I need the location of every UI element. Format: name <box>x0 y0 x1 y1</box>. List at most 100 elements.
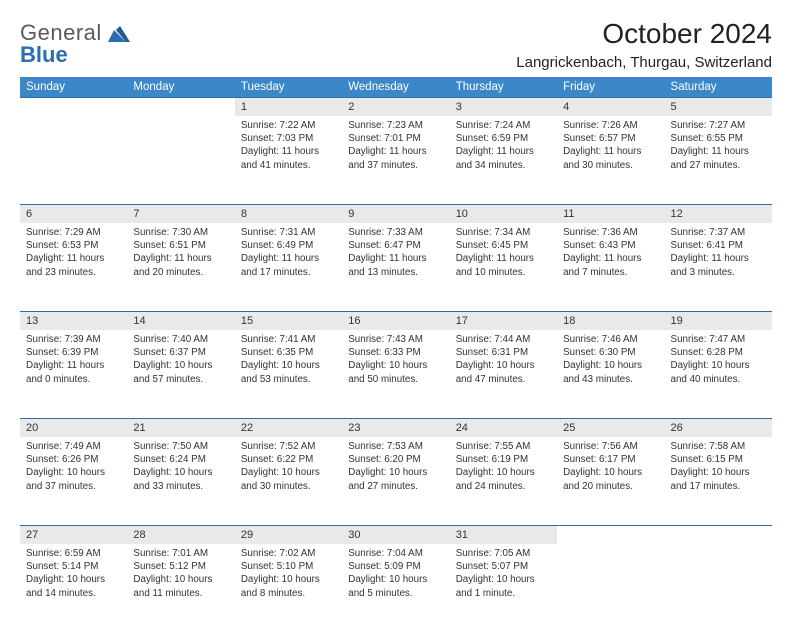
daylight-line: Daylight: 11 hours and 34 minutes. <box>456 145 551 171</box>
sunrise-line: Sunrise: 7:39 AM <box>26 333 121 346</box>
daylight-line: Daylight: 10 hours and 47 minutes. <box>456 359 551 385</box>
day-cell: Sunrise: 7:34 AMSunset: 6:45 PMDaylight:… <box>450 223 557 285</box>
day-cell: Sunrise: 7:36 AMSunset: 6:43 PMDaylight:… <box>557 223 664 285</box>
day-cell: Sunrise: 7:24 AMSunset: 6:59 PMDaylight:… <box>450 116 557 178</box>
day-cell: Sunrise: 7:27 AMSunset: 6:55 PMDaylight:… <box>665 116 772 178</box>
week-content-row: Sunrise: 6:59 AMSunset: 5:14 PMDaylight:… <box>20 544 772 632</box>
daylight-line: Daylight: 11 hours and 10 minutes. <box>456 252 551 278</box>
day-number: 23 <box>342 418 449 437</box>
day-number: 10 <box>450 204 557 223</box>
day-header: Wednesday <box>342 77 449 97</box>
logo: General Blue <box>20 18 130 66</box>
day-number: 19 <box>665 311 772 330</box>
daylight-line: Daylight: 10 hours and 8 minutes. <box>241 573 336 599</box>
sunset-line: Sunset: 6:43 PM <box>563 239 658 252</box>
day-cell: Sunrise: 7:52 AMSunset: 6:22 PMDaylight:… <box>235 437 342 499</box>
day-cell: Sunrise: 7:23 AMSunset: 7:01 PMDaylight:… <box>342 116 449 178</box>
day-header: Thursday <box>450 77 557 97</box>
week-daynum-row: 13141516171819 <box>20 311 772 330</box>
daylight-line: Daylight: 10 hours and 33 minutes. <box>133 466 228 492</box>
day-number: 17 <box>450 311 557 330</box>
day-number: 20 <box>20 418 127 437</box>
daylight-line: Daylight: 10 hours and 50 minutes. <box>348 359 443 385</box>
day-number: 12 <box>665 204 772 223</box>
day-header: Saturday <box>665 77 772 97</box>
day-number: 3 <box>450 97 557 116</box>
sunset-line: Sunset: 6:47 PM <box>348 239 443 252</box>
week-content-row: Sunrise: 7:39 AMSunset: 6:39 PMDaylight:… <box>20 330 772 418</box>
day-cell: Sunrise: 7:50 AMSunset: 6:24 PMDaylight:… <box>127 437 234 499</box>
daylight-line: Daylight: 11 hours and 0 minutes. <box>26 359 121 385</box>
daylight-line: Daylight: 11 hours and 23 minutes. <box>26 252 121 278</box>
day-number: 29 <box>235 525 342 544</box>
day-cell: Sunrise: 7:31 AMSunset: 6:49 PMDaylight:… <box>235 223 342 285</box>
day-cell: Sunrise: 7:43 AMSunset: 6:33 PMDaylight:… <box>342 330 449 392</box>
day-number: 18 <box>557 311 664 330</box>
day-header: Monday <box>127 77 234 97</box>
sunset-line: Sunset: 6:30 PM <box>563 346 658 359</box>
day-number: 4 <box>557 97 664 116</box>
sunrise-line: Sunrise: 7:47 AM <box>671 333 766 346</box>
sunrise-line: Sunrise: 7:41 AM <box>241 333 336 346</box>
day-cell: Sunrise: 7:29 AMSunset: 6:53 PMDaylight:… <box>20 223 127 285</box>
week-daynum-row: 6789101112 <box>20 204 772 223</box>
sunset-line: Sunset: 6:35 PM <box>241 346 336 359</box>
sunrise-line: Sunrise: 7:43 AM <box>348 333 443 346</box>
sunset-line: Sunset: 6:55 PM <box>671 132 766 145</box>
day-number: 9 <box>342 204 449 223</box>
day-cell: Sunrise: 7:01 AMSunset: 5:12 PMDaylight:… <box>127 544 234 606</box>
daylight-line: Daylight: 11 hours and 30 minutes. <box>563 145 658 171</box>
month-title: October 2024 <box>516 18 772 50</box>
sunrise-line: Sunrise: 7:27 AM <box>671 119 766 132</box>
daylight-line: Daylight: 10 hours and 43 minutes. <box>563 359 658 385</box>
daylight-line: Daylight: 11 hours and 13 minutes. <box>348 252 443 278</box>
day-number: 24 <box>450 418 557 437</box>
sunrise-line: Sunrise: 7:26 AM <box>563 119 658 132</box>
sunset-line: Sunset: 6:26 PM <box>26 453 121 466</box>
sunrise-line: Sunrise: 7:33 AM <box>348 226 443 239</box>
daylight-line: Daylight: 10 hours and 11 minutes. <box>133 573 228 599</box>
sunrise-line: Sunrise: 7:44 AM <box>456 333 551 346</box>
empty-day <box>127 97 234 116</box>
day-cell: Sunrise: 7:41 AMSunset: 6:35 PMDaylight:… <box>235 330 342 392</box>
sunset-line: Sunset: 7:01 PM <box>348 132 443 145</box>
day-cell: Sunrise: 7:37 AMSunset: 6:41 PMDaylight:… <box>665 223 772 285</box>
week-content-row: Sunrise: 7:22 AMSunset: 7:03 PMDaylight:… <box>20 116 772 204</box>
sunset-line: Sunset: 6:17 PM <box>563 453 658 466</box>
location-text: Langrickenbach, Thurgau, Switzerland <box>516 54 772 71</box>
logo-text-blue: Blue <box>20 44 130 66</box>
daylight-line: Daylight: 10 hours and 24 minutes. <box>456 466 551 492</box>
week-content-row: Sunrise: 7:49 AMSunset: 6:26 PMDaylight:… <box>20 437 772 525</box>
day-cell: Sunrise: 7:53 AMSunset: 6:20 PMDaylight:… <box>342 437 449 499</box>
sunset-line: Sunset: 6:59 PM <box>456 132 551 145</box>
sunset-line: Sunset: 6:31 PM <box>456 346 551 359</box>
day-number: 2 <box>342 97 449 116</box>
day-number: 1 <box>235 97 342 116</box>
daylight-line: Daylight: 10 hours and 30 minutes. <box>241 466 336 492</box>
day-cell: Sunrise: 7:58 AMSunset: 6:15 PMDaylight:… <box>665 437 772 499</box>
sunset-line: Sunset: 7:03 PM <box>241 132 336 145</box>
day-cell: Sunrise: 7:39 AMSunset: 6:39 PMDaylight:… <box>20 330 127 392</box>
day-cell: Sunrise: 7:05 AMSunset: 5:07 PMDaylight:… <box>450 544 557 606</box>
empty-day <box>557 525 664 544</box>
day-number: 6 <box>20 204 127 223</box>
day-number: 13 <box>20 311 127 330</box>
sunrise-line: Sunrise: 7:24 AM <box>456 119 551 132</box>
day-header: Sunday <box>20 77 127 97</box>
day-number: 16 <box>342 311 449 330</box>
daylight-line: Daylight: 11 hours and 37 minutes. <box>348 145 443 171</box>
day-cell: Sunrise: 7:02 AMSunset: 5:10 PMDaylight:… <box>235 544 342 606</box>
daylight-line: Daylight: 10 hours and 37 minutes. <box>26 466 121 492</box>
sunset-line: Sunset: 6:49 PM <box>241 239 336 252</box>
day-cell: Sunrise: 7:04 AMSunset: 5:09 PMDaylight:… <box>342 544 449 606</box>
empty-day <box>665 525 772 544</box>
sunrise-line: Sunrise: 7:53 AM <box>348 440 443 453</box>
day-number: 25 <box>557 418 664 437</box>
day-cell: Sunrise: 7:55 AMSunset: 6:19 PMDaylight:… <box>450 437 557 499</box>
sunrise-line: Sunrise: 7:30 AM <box>133 226 228 239</box>
day-number: 5 <box>665 97 772 116</box>
day-cell: Sunrise: 7:46 AMSunset: 6:30 PMDaylight:… <box>557 330 664 392</box>
sunrise-line: Sunrise: 7:05 AM <box>456 547 551 560</box>
calendar-table: SundayMondayTuesdayWednesdayThursdayFrid… <box>20 77 772 632</box>
sunrise-line: Sunrise: 7:52 AM <box>241 440 336 453</box>
